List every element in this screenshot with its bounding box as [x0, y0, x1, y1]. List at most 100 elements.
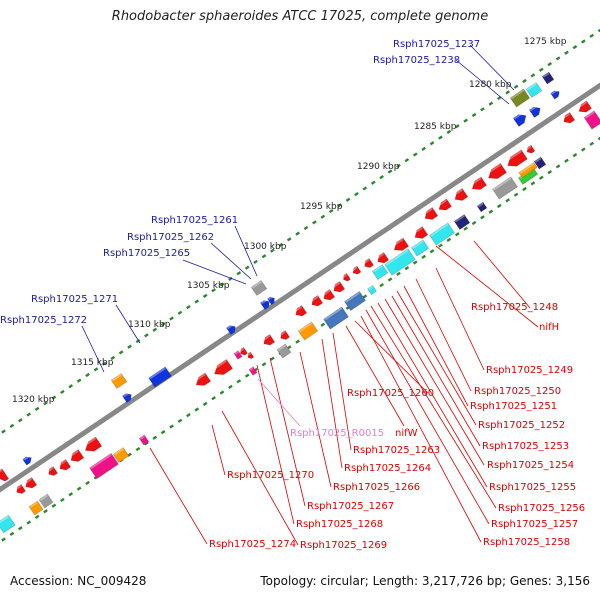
- gene-label[interactable]: Rsph17025_1263: [353, 445, 440, 456]
- gene-feature[interactable]: [453, 214, 471, 230]
- gene-feature[interactable]: [422, 207, 439, 223]
- gene-feature[interactable]: [576, 100, 592, 115]
- gene-feature[interactable]: [485, 162, 507, 182]
- gene-feature[interactable]: [528, 104, 542, 118]
- gene-label[interactable]: Rsph17025_1266: [333, 482, 420, 493]
- gene-feature[interactable]: [362, 258, 374, 269]
- gene-feature[interactable]: [410, 239, 430, 257]
- gene-feature[interactable]: [28, 500, 44, 516]
- gene-feature[interactable]: [525, 144, 536, 155]
- gene-label[interactable]: Rsph17025_1255: [489, 482, 576, 493]
- gene-feature[interactable]: [248, 366, 258, 376]
- gene-feature[interactable]: [492, 176, 518, 200]
- gene-feature[interactable]: [504, 149, 528, 170]
- gene-label[interactable]: Rsph17025_1253: [482, 441, 569, 452]
- gene-feature[interactable]: [469, 176, 488, 193]
- gene-label[interactable]: Rsph17025_1260: [347, 388, 434, 399]
- gene-feature[interactable]: [452, 188, 469, 204]
- gene-label[interactable]: Rsph17025_1265: [103, 248, 190, 259]
- gene-feature[interactable]: [293, 305, 308, 318]
- gene-feature[interactable]: [550, 88, 562, 100]
- gene-label[interactable]: Rsph17025_1267: [307, 501, 394, 512]
- gene-feature[interactable]: [138, 434, 150, 446]
- gene-feature[interactable]: [226, 323, 237, 335]
- gene-label[interactable]: Rsph17025_1237: [393, 39, 480, 50]
- gene-feature[interactable]: [246, 351, 255, 360]
- gene-label[interactable]: Rsph17025_1270: [227, 470, 314, 481]
- gene-feature[interactable]: [122, 391, 133, 403]
- gene-feature[interactable]: [276, 343, 292, 359]
- gene-feature[interactable]: [351, 265, 362, 276]
- gene-feature[interactable]: [22, 454, 34, 466]
- gene-feature[interactable]: [261, 334, 276, 347]
- gene-feature[interactable]: [309, 295, 324, 308]
- gene-label[interactable]: Rsph17025_1268: [296, 519, 383, 530]
- gene-feature[interactable]: [341, 273, 351, 282]
- gene-feature[interactable]: [512, 111, 529, 127]
- gene-feature[interactable]: [375, 252, 390, 265]
- gene-label[interactable]: Rsph17025_1271: [31, 294, 118, 305]
- gene-feature[interactable]: [110, 373, 128, 389]
- gene-feature[interactable]: [344, 290, 366, 312]
- gene-feature[interactable]: [38, 493, 54, 509]
- gene-feature[interactable]: [57, 459, 72, 472]
- gene-feature[interactable]: [148, 366, 172, 388]
- gene-label[interactable]: Rsph17025_1274: [209, 539, 296, 550]
- gene-label[interactable]: Rsph17025_1262: [127, 232, 214, 243]
- gene-feature[interactable]: [367, 285, 377, 295]
- gene-label[interactable]: Rsph17025_1249: [486, 365, 573, 376]
- gene-feature[interactable]: [541, 71, 555, 85]
- gene-feature[interactable]: [267, 295, 277, 305]
- gene-feature[interactable]: [525, 82, 543, 98]
- gene-label[interactable]: Rsph17025_1269: [300, 540, 387, 551]
- gene-label[interactable]: nifW: [395, 428, 418, 439]
- gene-label[interactable]: Rsph17025_1272: [0, 315, 87, 326]
- gene-feature[interactable]: [371, 264, 389, 280]
- gene-feature[interactable]: [211, 358, 233, 378]
- gene-label[interactable]: Rsph17025_1252: [478, 420, 565, 431]
- gene-label[interactable]: Rsph17025_1238: [373, 55, 460, 66]
- gene-feature[interactable]: [297, 321, 319, 341]
- gene-label[interactable]: Rsph17025_1256: [498, 503, 585, 514]
- gene-feature[interactable]: [476, 201, 488, 213]
- gene-label[interactable]: Rsph17025_1254: [487, 460, 574, 471]
- gene-feature[interactable]: [250, 280, 268, 296]
- gene-feature[interactable]: [436, 198, 452, 213]
- gene-feature[interactable]: [238, 347, 248, 356]
- gene-feature[interactable]: [260, 298, 271, 310]
- gene-feature[interactable]: [0, 468, 10, 483]
- gene-feature[interactable]: [233, 350, 243, 360]
- gene-label[interactable]: Rsph17025_1248: [471, 302, 558, 313]
- gene-feature[interactable]: [561, 112, 576, 125]
- gene-label[interactable]: Rsph17025_1261: [151, 215, 238, 226]
- gene-feature[interactable]: [412, 226, 429, 242]
- gene-feature[interactable]: [509, 88, 531, 108]
- gene-feature[interactable]: [112, 447, 130, 463]
- gene-label[interactable]: Rsph17025_1258: [483, 537, 570, 548]
- gene-feature[interactable]: [518, 162, 538, 178]
- gene-feature[interactable]: [384, 248, 416, 276]
- gene-feature[interactable]: [533, 156, 547, 170]
- gene-feature[interactable]: [193, 372, 212, 389]
- gene-feature[interactable]: [82, 436, 103, 455]
- gene-feature[interactable]: [14, 484, 26, 495]
- gene-feature[interactable]: [321, 289, 336, 302]
- tick-mark: [85, 480, 90, 486]
- gene-feature[interactable]: [583, 110, 600, 130]
- gene-feature[interactable]: [89, 452, 119, 480]
- gene-feature[interactable]: [278, 330, 290, 341]
- gene-feature[interactable]: [331, 281, 346, 294]
- gene-label[interactable]: Rsph17025_1257: [491, 519, 578, 530]
- gene-feature[interactable]: [68, 449, 85, 465]
- gene-feature[interactable]: [429, 222, 455, 246]
- gene-label[interactable]: nifH: [539, 322, 559, 333]
- gene-feature[interactable]: [23, 477, 38, 490]
- gene-feature[interactable]: [391, 237, 410, 254]
- gene-feature[interactable]: [46, 466, 58, 477]
- rna-label[interactable]: Rsph17025_R0015: [290, 428, 384, 439]
- gene-label[interactable]: Rsph17025_1250: [474, 386, 561, 397]
- gene-feature[interactable]: [323, 306, 349, 330]
- gene-label[interactable]: Rsph17025_1251: [470, 401, 557, 412]
- gene-label[interactable]: Rsph17025_1264: [344, 463, 431, 474]
- gene-feature[interactable]: [0, 514, 16, 534]
